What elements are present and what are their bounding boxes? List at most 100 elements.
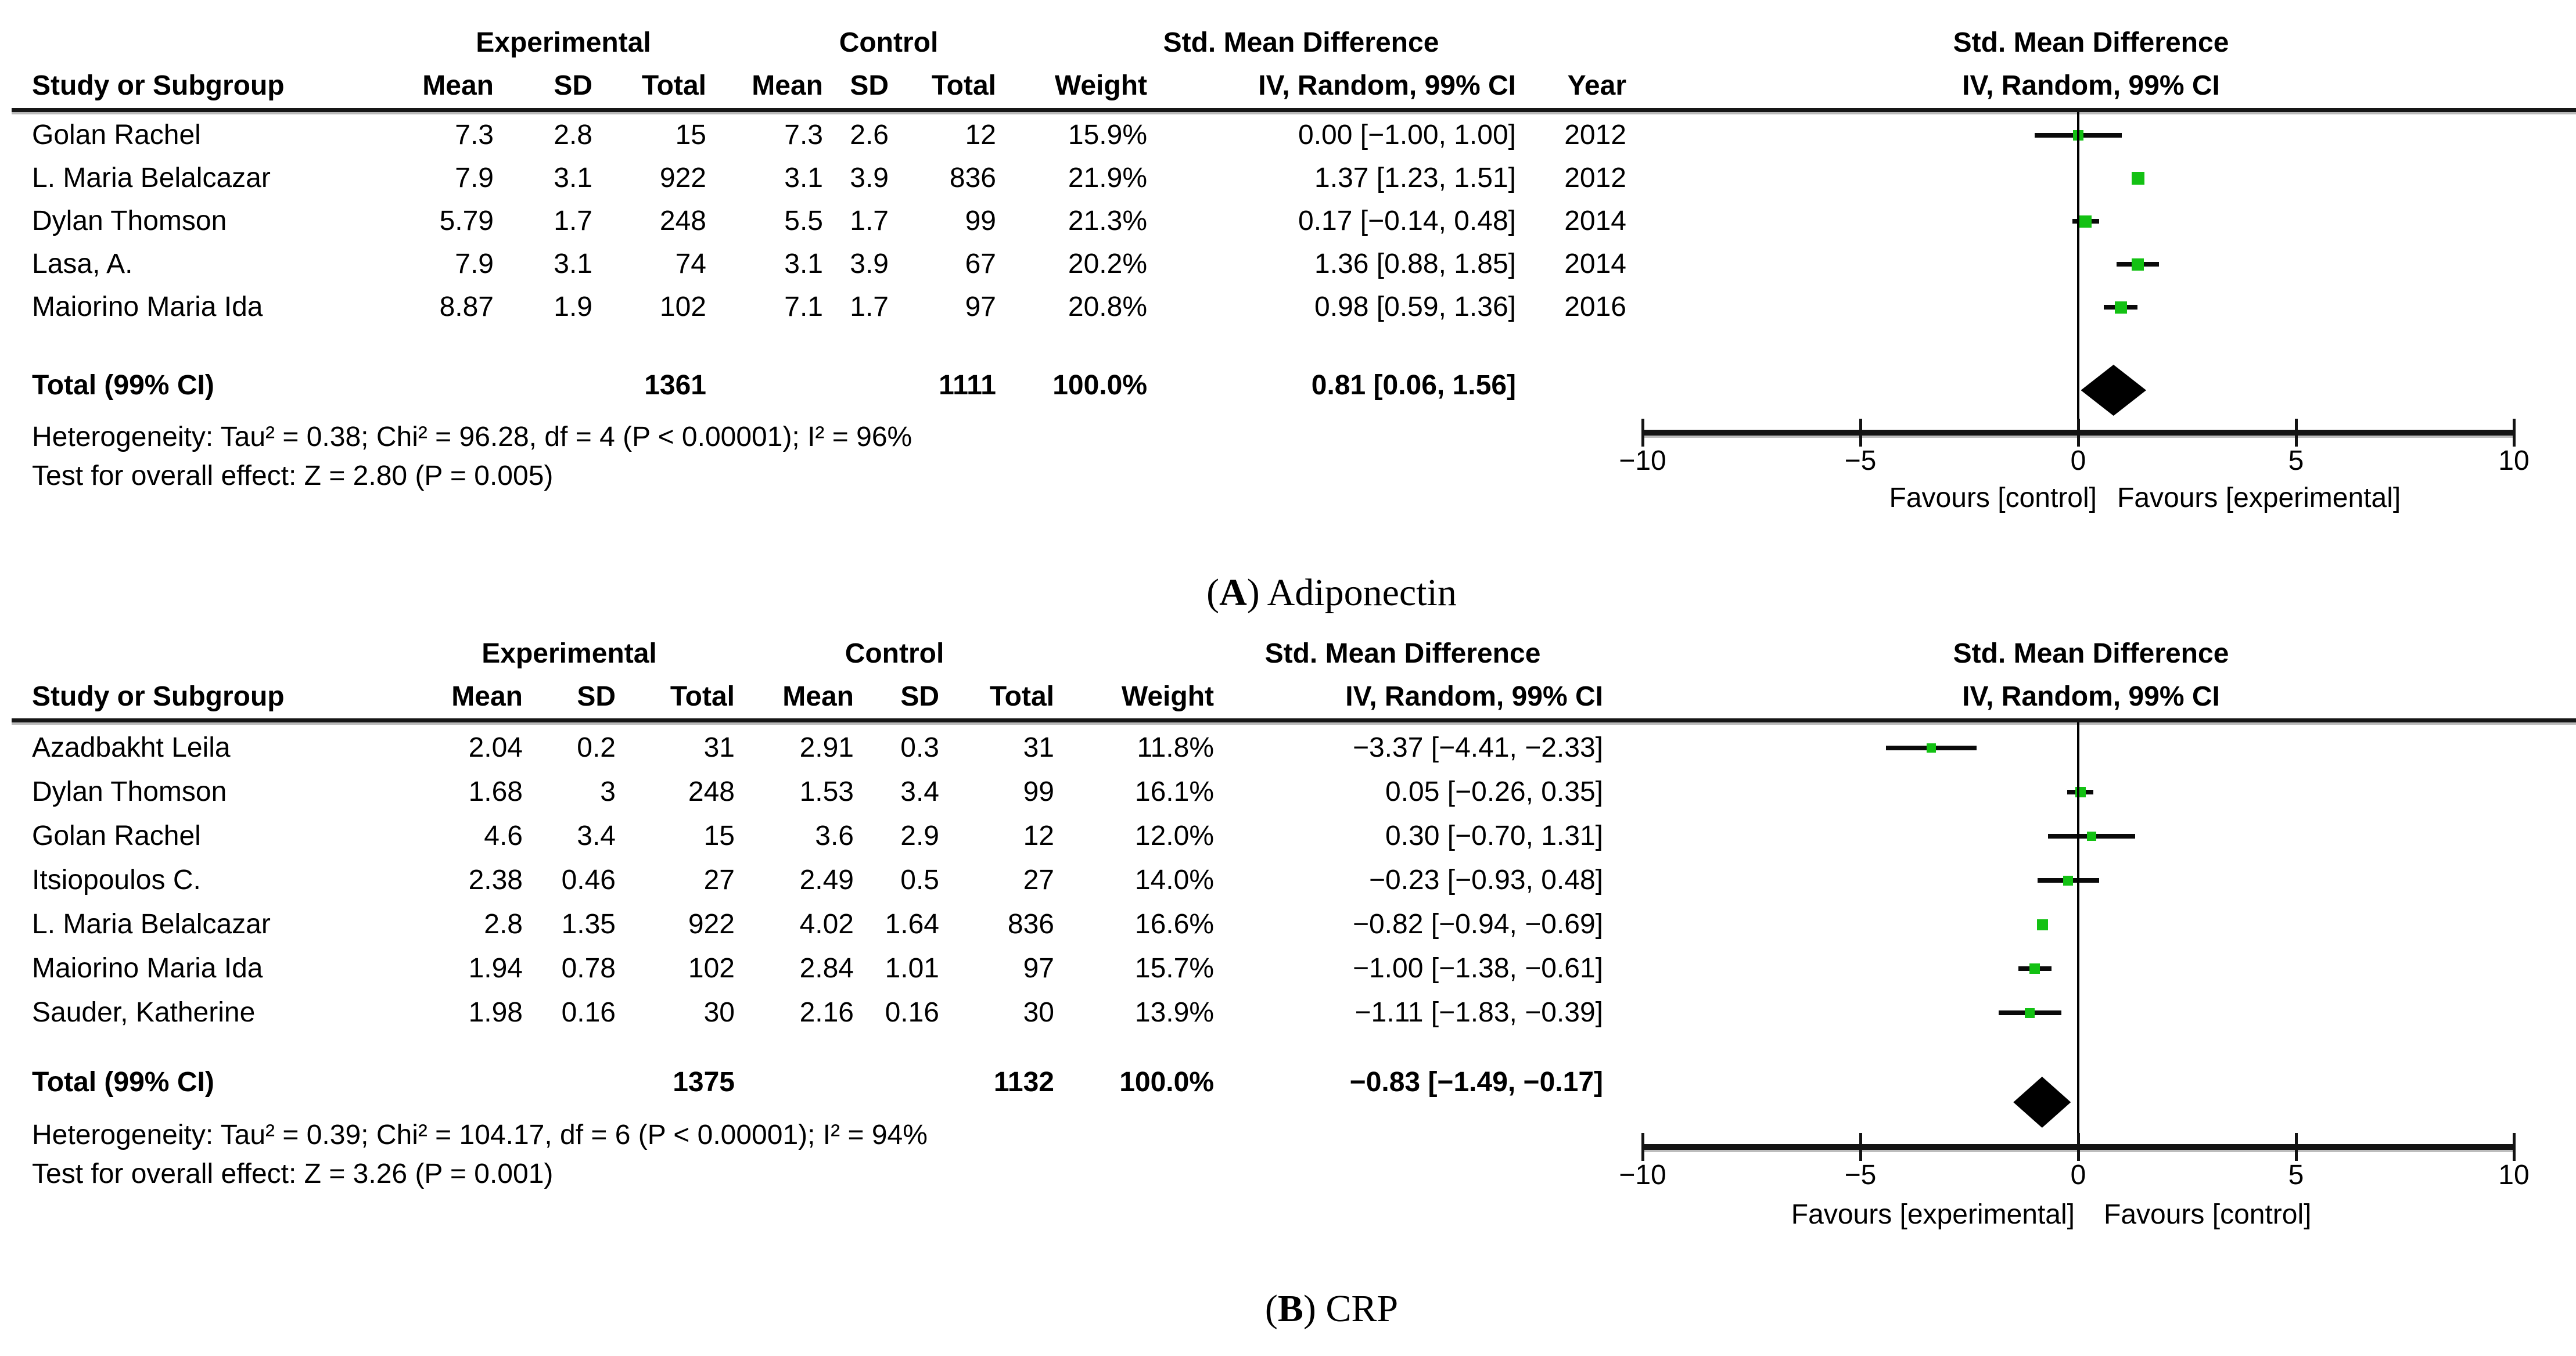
caption-a-paren-close: ) [1246, 571, 1267, 614]
col-header-study: Study or Subgroup [32, 70, 285, 101]
ctl-mean-value: 4.02 [799, 909, 854, 940]
caption-b-title: CRP [1325, 1287, 1399, 1330]
total-ctl-total: 1111 [939, 370, 996, 401]
axis-tick-label: −5 [1844, 1160, 1877, 1190]
weight-value: 16.6% [1134, 909, 1214, 940]
ctl-mean-value: 7.1 [784, 292, 823, 322]
header-rule [12, 718, 2576, 722]
weight-value: 11.8% [1137, 732, 1214, 763]
exp-total-value: 922 [659, 163, 706, 193]
ctl-total-value: 12 [965, 120, 996, 150]
ctl-sd-value: 1.7 [850, 292, 889, 322]
favours-right-label: Favours [control] [2104, 1199, 2312, 1230]
zero-reference-line [2077, 112, 2079, 433]
total-exp-total: 1375 [673, 1067, 735, 1098]
axis-tick [2513, 1133, 2516, 1161]
exp-sd-value: 3.4 [577, 821, 616, 851]
ctl-total-value: 67 [965, 249, 996, 279]
ctl-total-value: 97 [1023, 953, 1054, 984]
smd-ci-value: 0.17 [−0.14, 0.48] [1298, 206, 1516, 236]
exp-sd-value: 2.8 [554, 120, 592, 150]
col-header-ctl-total: Total [931, 70, 996, 101]
study-name: Dylan Thomson [32, 206, 227, 236]
caption-a-paren-open: ( [1206, 571, 1220, 614]
total-label: Total (99% CI) [32, 370, 214, 401]
col-header-exp-sd: SD [554, 70, 592, 101]
effect-square-marker [2115, 301, 2127, 314]
effect-square-marker [2025, 1008, 2035, 1018]
ctl-mean-value: 2.16 [799, 997, 854, 1028]
ctl-sd-value: 1.7 [850, 206, 889, 236]
col-header-weight: Weight [1054, 70, 1147, 101]
axis-tick-label: −10 [1619, 1160, 1666, 1190]
ctl-total-value: 99 [965, 206, 996, 236]
heterogeneity-text: Heterogeneity: Tau² = 0.39; Chi² = 104.1… [32, 1120, 928, 1150]
effect-square-marker [2086, 832, 2096, 841]
exp-sd-value: 3 [600, 776, 616, 807]
study-name: Azadbakht Leila [32, 732, 231, 763]
year-value: 2016 [1564, 292, 1626, 322]
ctl-mean-value: 3.1 [784, 163, 823, 193]
weight-value: 15.9% [1068, 120, 1147, 150]
col-header-ci-plot: IV, Random, 99% CI [1962, 70, 2220, 101]
col-header-ci-plot: IV, Random, 99% CI [1962, 681, 2220, 712]
total-exp-total: 1361 [644, 370, 706, 401]
study-name: Dylan Thomson [32, 776, 227, 807]
study-name: Maiorino Maria Ida [32, 292, 263, 322]
study-name: L. Maria Belalcazar [32, 163, 271, 193]
weight-value: 20.8% [1068, 292, 1147, 322]
ctl-mean-value: 7.3 [784, 120, 823, 150]
group-header-smd-plot: Std. Mean Difference [1953, 27, 2229, 58]
axis-tick [1859, 1133, 1862, 1161]
effect-square-marker [2037, 919, 2048, 930]
year-value: 2012 [1564, 163, 1626, 193]
summary-diamond [2081, 365, 2146, 416]
weight-value: 13.9% [1134, 997, 1214, 1028]
smd-ci-value: 1.36 [0.88, 1.85] [1314, 249, 1516, 279]
weight-value: 21.3% [1068, 206, 1147, 236]
weight-value: 15.7% [1134, 953, 1214, 984]
axis-tick-label: 5 [2288, 1160, 2304, 1190]
effect-square-marker [1927, 743, 1937, 753]
exp-sd-value: 1.7 [554, 206, 592, 236]
ctl-total-value: 30 [1023, 997, 1054, 1028]
study-name: Golan Rachel [32, 120, 201, 150]
axis-tick-label: 10 [2498, 1160, 2530, 1190]
ctl-sd-value: 0.16 [885, 997, 939, 1028]
ctl-mean-value: 5.5 [784, 206, 823, 236]
overall-effect-text: Test for overall effect: Z = 2.80 (P = 0… [32, 461, 554, 491]
study-name: Itsiopoulos C. [32, 865, 201, 895]
exp-mean-value: 7.9 [455, 249, 494, 279]
axis-tick-label: 0 [2070, 445, 2086, 476]
exp-mean-value: 2.8 [484, 909, 523, 940]
col-header-ci: IV, Random, 99% CI [1345, 681, 1603, 712]
study-name: Lasa, A. [32, 249, 133, 279]
heterogeneity-text: Heterogeneity: Tau² = 0.38; Chi² = 96.28… [32, 422, 912, 452]
weight-value: 16.1% [1134, 776, 1214, 807]
exp-mean-value: 7.9 [455, 163, 494, 193]
exp-sd-value: 1.35 [561, 909, 616, 940]
ctl-mean-value: 2.84 [799, 953, 854, 984]
ctl-total-value: 836 [1007, 909, 1054, 940]
summary-diamond [2013, 1077, 2071, 1128]
caption-a-letter: A [1219, 571, 1247, 614]
exp-sd-value: 0.78 [561, 953, 616, 984]
ctl-total-value: 31 [1023, 732, 1054, 763]
ctl-total-value: 836 [949, 163, 996, 193]
exp-mean-value: 1.68 [468, 776, 523, 807]
year-value: 2012 [1564, 120, 1626, 150]
favours-left-label: Favours [experimental] [1791, 1199, 2075, 1230]
header-rule [12, 108, 2576, 112]
axis-tick [2077, 419, 2080, 447]
axis-tick-label: −10 [1619, 445, 1666, 476]
weight-value: 20.2% [1068, 249, 1147, 279]
ctl-sd-value: 3.4 [900, 776, 939, 807]
col-header-year: Year [1567, 70, 1626, 101]
group-header-smd-plot: Std. Mean Difference [1953, 638, 2229, 669]
smd-ci-value: 0.05 [−0.26, 0.35] [1385, 776, 1603, 807]
ctl-sd-value: 2.9 [900, 821, 939, 851]
study-name: Sauder, Katherine [32, 997, 256, 1028]
exp-total-value: 248 [688, 776, 735, 807]
study-name: Maiorino Maria Ida [32, 953, 263, 984]
group-header-smd-table: Std. Mean Difference [1163, 27, 1439, 58]
